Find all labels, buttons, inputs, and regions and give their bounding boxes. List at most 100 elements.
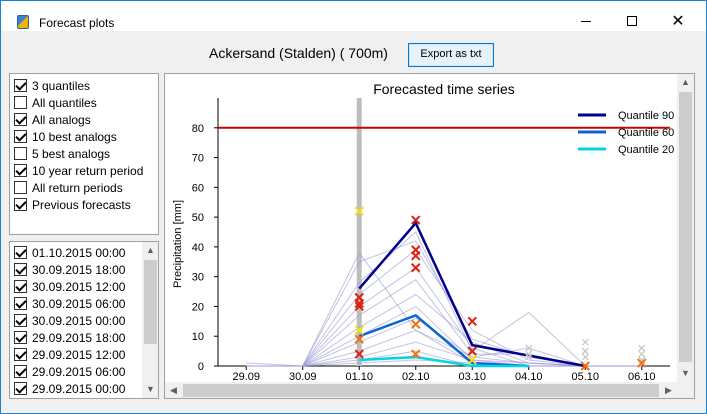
checkbox[interactable] <box>14 96 27 109</box>
quantile-line-q90 <box>358 220 586 368</box>
checkbox[interactable] <box>14 198 27 211</box>
forecast-chart: Forecasted time series Precipitation [mm… <box>172 81 674 383</box>
checkbox[interactable] <box>14 147 27 160</box>
best-analog-marker <box>467 316 477 327</box>
chart-scroll-right-icon[interactable]: ▶ <box>665 385 672 395</box>
checkbox[interactable] <box>14 348 27 361</box>
minimize-icon <box>581 20 591 22</box>
chart-scroll-down-icon[interactable]: ▼ <box>681 368 690 378</box>
display-options-panel: 3 quantiles All quantiles All analogs 10 be… <box>9 73 159 235</box>
forecast-date-label: 29.09.2015 18:00 <box>32 330 126 345</box>
chart-hscroll-thumb[interactable] <box>183 384 659 397</box>
best-analog-marker <box>467 346 477 356</box>
option-item[interactable]: All analogs <box>14 111 91 128</box>
best-analog-marker <box>411 215 421 225</box>
checkbox[interactable] <box>14 164 27 177</box>
previous-forecast-marker <box>581 353 589 361</box>
forecast-date-item[interactable]: 29.09.2015 06:00 <box>14 363 125 380</box>
best-analog-marker <box>411 349 421 359</box>
chart-vscroll-thumb[interactable] <box>679 92 692 362</box>
checkbox[interactable] <box>14 365 27 378</box>
y-tick-label: 40 <box>192 242 204 254</box>
y-axis-label: Precipitation [mm] <box>172 200 184 288</box>
scroll-down-arrow-icon[interactable]: ▼ <box>146 384 155 394</box>
best-analog-marker <box>411 263 421 273</box>
forecast-date-item[interactable]: 30.09.2015 00:00 <box>14 312 125 329</box>
forecast-date-item[interactable]: 30.09.2015 06:00 <box>14 295 125 312</box>
option-item[interactable]: 5 best analogs <box>14 145 110 162</box>
option-label: 10 best analogs <box>32 129 117 144</box>
forecast-date-label: 01.10.2015 00:00 <box>32 245 126 260</box>
legend-label: Quantile 60 <box>618 127 674 139</box>
option-label: All return periods <box>32 180 123 195</box>
previous-forecast-marker <box>638 344 646 352</box>
checkbox[interactable] <box>14 314 27 327</box>
best-analog-marker <box>580 361 590 371</box>
chart-vertical-scrollbar[interactable]: ▲ ▼ <box>677 74 694 382</box>
title-bar[interactable]: Forecast plots ✕ <box>1 1 706 31</box>
legend-label: Quantile 90 <box>618 110 674 122</box>
chart-horizontal-scrollbar[interactable]: ◀ ▶ <box>165 382 677 398</box>
previous-forecast-marker <box>581 347 589 355</box>
quantile-line-q60 <box>358 313 529 368</box>
option-label: All quantiles <box>32 95 97 110</box>
y-tick-label: 10 <box>192 331 204 343</box>
x-tick-label: 04.10 <box>515 371 543 382</box>
analog-line <box>246 240 642 367</box>
option-item[interactable]: 3 quantiles <box>14 77 90 94</box>
y-tick-label: 50 <box>192 212 204 224</box>
x-tick-label: 03.10 <box>458 371 486 382</box>
x-tick-label: 01.10 <box>345 371 373 382</box>
checkbox[interactable] <box>14 246 27 259</box>
forecast-date-item[interactable]: 01.10.2015 00:00 <box>14 244 125 261</box>
checkbox[interactable] <box>14 130 27 143</box>
legend-label: Quantile 20 <box>618 144 674 156</box>
option-item[interactable]: 10 best analogs <box>14 128 117 145</box>
forecast-date-item[interactable]: 29.09.2015 00:00 <box>14 380 125 397</box>
checkbox[interactable] <box>14 331 27 344</box>
forecast-date-label: 29.09.2015 06:00 <box>32 364 126 379</box>
checkbox[interactable] <box>14 263 27 276</box>
forecast-date-item[interactable]: 30.09.2015 18:00 <box>14 261 125 278</box>
x-tick-label: 06.10 <box>628 371 656 382</box>
checkbox[interactable] <box>14 79 27 92</box>
checkbox[interactable] <box>14 113 27 126</box>
analog-line <box>246 305 642 367</box>
scroll-up-arrow-icon[interactable]: ▲ <box>146 245 155 255</box>
option-item[interactable]: Previous forecasts <box>14 196 131 213</box>
previous-forecast-marker <box>525 350 533 358</box>
export-txt-button[interactable]: Export as txt <box>408 43 494 67</box>
previous-forecast-marker <box>525 353 533 361</box>
option-label: 5 best analogs <box>32 146 111 161</box>
option-item[interactable]: All return periods <box>14 179 123 196</box>
y-tick-label: 80 <box>192 123 204 135</box>
x-tick-label: 02.10 <box>402 371 430 382</box>
x-tick-label: 29.09 <box>232 371 260 382</box>
option-item[interactable]: All quantiles <box>14 94 97 111</box>
checkbox[interactable] <box>14 297 27 310</box>
checkbox[interactable] <box>14 181 27 194</box>
chart-scroll-up-icon[interactable]: ▲ <box>681 77 690 87</box>
maximize-button[interactable] <box>609 1 655 31</box>
maximize-icon <box>627 16 637 26</box>
best-analog-marker <box>411 319 421 330</box>
close-button[interactable]: ✕ <box>655 1 701 31</box>
dates-scroll-thumb[interactable] <box>144 260 157 344</box>
dates-vertical-scrollbar[interactable]: ▲ ▼ <box>142 242 158 398</box>
minimize-button[interactable] <box>563 1 609 31</box>
best-analog-marker <box>637 358 647 368</box>
analog-line <box>246 231 642 367</box>
forecast-date-item[interactable]: 30.09.2015 12:00 <box>14 278 125 295</box>
chart-panel: Forecasted time series Precipitation [mm… <box>164 73 695 399</box>
checkbox[interactable] <box>14 280 27 293</box>
best-analog-marker <box>467 355 477 365</box>
forecast-date-item[interactable]: 29.09.2015 18:00 <box>14 329 125 346</box>
chart-scroll-left-icon[interactable]: ◀ <box>170 385 177 395</box>
checkbox[interactable] <box>14 382 27 395</box>
option-item[interactable]: 10 year return period <box>14 162 143 179</box>
x-tick-label: 30.09 <box>289 371 317 382</box>
best-analog-marker <box>354 301 364 312</box>
quantile-line-q20 <box>359 355 529 368</box>
forecast-date-item[interactable]: 29.09.2015 12:00 <box>14 346 125 363</box>
